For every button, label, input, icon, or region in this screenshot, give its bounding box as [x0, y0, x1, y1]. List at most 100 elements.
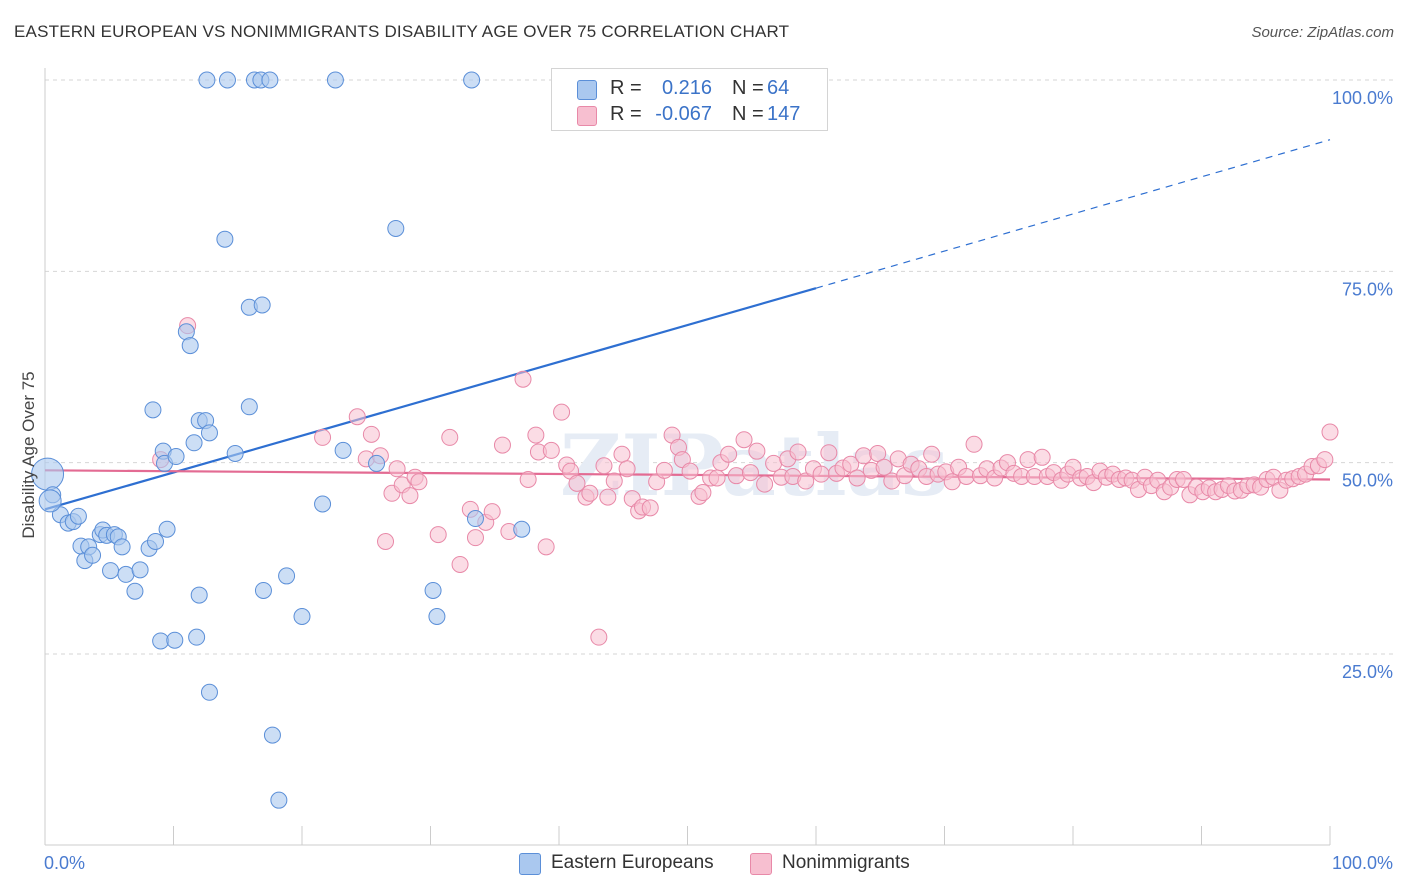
nonimmigrants-point [429, 526, 447, 544]
eastern-europeans-point [387, 219, 405, 237]
nonimmigrants-point [875, 458, 893, 476]
nonimmigrants-point [681, 462, 699, 480]
eastern-europeans-trend-line [44, 287, 817, 511]
legend-label: Nonimmigrants [782, 852, 910, 873]
nonimmigrants-point [599, 488, 617, 506]
nonimmigrants-point [655, 461, 673, 479]
legend-row-eastern-europeans: R = 0.216 N = 64 [552, 76, 827, 102]
nonimmigrants-point [923, 445, 941, 463]
eastern-europeans-point [147, 532, 165, 550]
eastern-europeans-point [200, 424, 218, 442]
nonimmigrants-point [519, 471, 537, 489]
y-tick-label: 50.0% [1342, 471, 1393, 491]
nonimmigrants-point [410, 473, 428, 491]
eastern-europeans-point [38, 489, 62, 513]
tick-labels: 25.0% 50.0% 75.0% 100.0% 0.0% 100.0% [44, 88, 1393, 873]
nonimmigrants-point [965, 435, 983, 453]
eastern-europeans-point [84, 546, 102, 564]
blue-swatch [519, 853, 541, 875]
eastern-europeans-point [226, 444, 244, 462]
r-value: 0.216 [661, 77, 712, 99]
pink-swatch [750, 853, 772, 875]
eastern-europeans-point [334, 441, 352, 459]
nonimmigrants-point [797, 472, 815, 490]
nonimmigrants-point [401, 487, 419, 505]
nonimmigrants-point [1316, 451, 1334, 469]
eastern-europeans-point [158, 520, 176, 538]
nonimmigrants-point [741, 464, 759, 482]
nonimmigrants-point [869, 444, 887, 462]
nonimmigrants-point [605, 472, 623, 490]
nonimmigrants-point [957, 467, 975, 485]
eastern-europeans-point [166, 631, 184, 649]
eastern-europeans-point [152, 632, 170, 650]
nonimmigrants-point [1175, 471, 1193, 489]
eastern-europeans-trend-extension [815, 139, 1331, 289]
nonimmigrants-point [1033, 448, 1051, 466]
eastern-europeans-point [513, 520, 531, 538]
nonimmigrants-point [537, 538, 555, 556]
eastern-europeans-point [190, 586, 208, 604]
eastern-europeans-point [270, 791, 288, 809]
r-label: R = [610, 77, 642, 99]
y-axis-label: Disability Age Over 75 [19, 371, 38, 538]
nonimmigrants-point [514, 370, 532, 388]
eastern-europeans-point [181, 337, 199, 355]
eastern-europeans-point [293, 607, 311, 625]
r-value: -0.067 [655, 103, 712, 125]
x-tick-label: 100.0% [1332, 853, 1393, 873]
y-tick-label: 75.0% [1342, 279, 1393, 299]
nonimmigrants-point [590, 628, 608, 646]
x-tick-label: 0.0% [44, 853, 85, 873]
nonimmigrants-point [388, 460, 406, 478]
nonimmigrants-point [542, 441, 560, 459]
source-label: Source: ZipAtlas.com [1251, 24, 1394, 41]
eastern-europeans-point [188, 628, 206, 646]
nonimmigrants-point [377, 532, 395, 550]
nonimmigrants-point [943, 473, 961, 491]
n-label: N = [732, 77, 764, 99]
eastern-europeans-point [167, 448, 185, 466]
correlation-legend: R = 0.216 N = 64 R = -0.067 N = 147 [551, 68, 828, 131]
eastern-europeans-point [185, 434, 203, 452]
nonimmigrants-point [568, 474, 586, 492]
y-tick-label: 25.0% [1342, 662, 1393, 682]
nonimmigrants-point [708, 469, 726, 487]
eastern-europeans-point [69, 507, 87, 525]
nonimmigrants-point [855, 447, 873, 465]
nonimmigrants-point [842, 455, 860, 473]
eastern-europeans-point [240, 398, 258, 416]
eastern-europeans-point [117, 565, 135, 583]
nonimmigrants-point [493, 436, 511, 454]
nonimmigrants-point [1321, 423, 1339, 441]
nonimmigrants-point [613, 445, 631, 463]
eastern-europeans-point [144, 401, 162, 419]
eastern-europeans-point [466, 510, 484, 528]
n-label: N = [732, 103, 764, 125]
nonimmigrants-point [483, 503, 501, 521]
eastern-europeans-point [198, 71, 216, 89]
eastern-europeans-point [263, 726, 281, 744]
nonimmigrants-point [466, 529, 484, 547]
legend-row-nonimmigrants: R = -0.067 N = 147 [552, 102, 827, 128]
eastern-europeans-point [200, 683, 218, 701]
eastern-europeans-point [368, 454, 386, 472]
eastern-europeans-point [126, 582, 144, 600]
nonimmigrants-point [720, 445, 738, 463]
nonimmigrants-point [527, 426, 545, 444]
nonimmigrants-point [314, 428, 332, 446]
eastern-europeans-point [278, 567, 296, 585]
n-value: 147 [767, 103, 801, 125]
nonimmigrants-point [789, 443, 807, 461]
eastern-europeans-point [424, 581, 442, 599]
nonimmigrants-point [694, 484, 712, 502]
eastern-europeans-point [314, 495, 332, 513]
nonimmigrants-point [348, 408, 366, 426]
grid-lines [45, 79, 1395, 655]
nonimmigrants-point [1019, 451, 1037, 469]
chart-title: EASTERN EUROPEAN VS NONIMMIGRANTS DISABI… [14, 22, 790, 41]
eastern-europeans-point [253, 296, 271, 314]
eastern-europeans-point [218, 71, 236, 89]
nonimmigrants-point [756, 475, 774, 493]
